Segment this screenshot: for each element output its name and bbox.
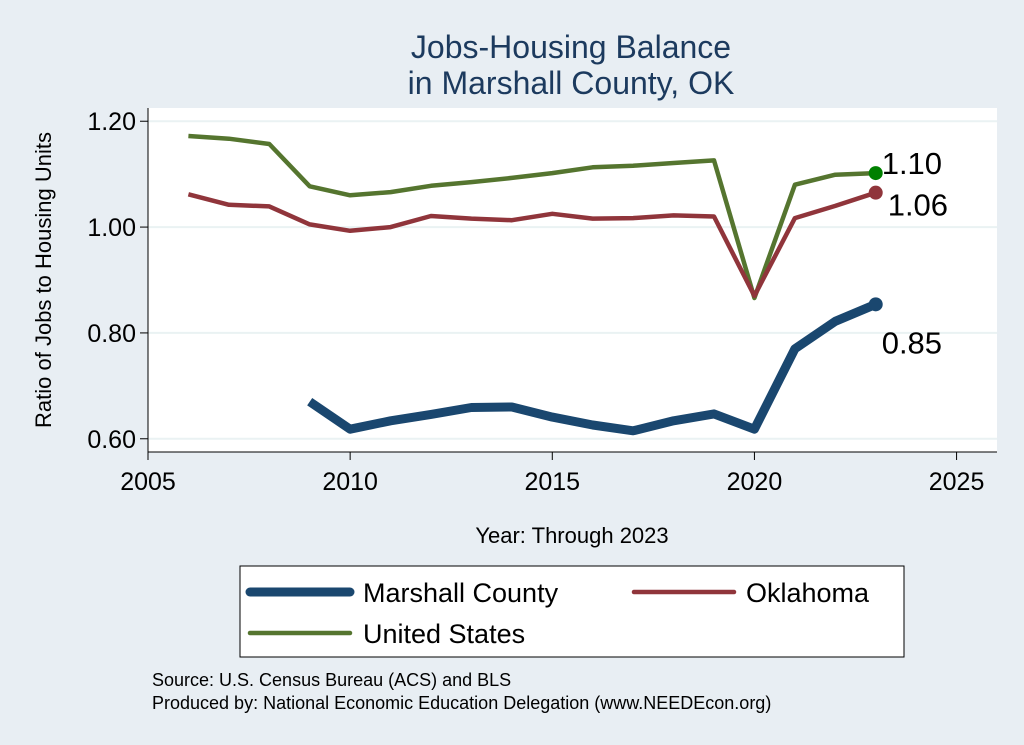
y-axis-title: Ratio of Jobs to Housing Units [31, 132, 56, 428]
y-tick-label: 0.80 [87, 320, 136, 348]
plot-area [148, 108, 997, 452]
x-tick-label: 2025 [929, 468, 985, 496]
legend-label-marshall-county: Marshall County [363, 578, 559, 608]
producer-note: Produced by: National Economic Education… [152, 693, 771, 713]
legend-label-oklahoma: Oklahoma [746, 578, 870, 608]
x-axis-title: Year: Through 2023 [475, 523, 668, 548]
x-tick-label: 2015 [524, 468, 580, 496]
end-label-oklahoma: 1.06 [888, 188, 948, 223]
source-note: Source: U.S. Census Bureau (ACS) and BLS [152, 670, 511, 690]
end-marker-marshall-county [868, 297, 883, 312]
x-tick-label: 2020 [727, 468, 783, 496]
end-marker-oklahoma [868, 185, 883, 200]
y-tick-label: 1.20 [87, 108, 136, 136]
y-tick-label: 1.00 [87, 214, 136, 242]
end-label-united-states: 1.10 [882, 146, 942, 181]
x-tick-label: 2010 [322, 468, 378, 496]
chart-title-line-2: in Marshall County, OK [408, 65, 735, 101]
x-tick-label: 2005 [120, 468, 176, 496]
y-tick-label: 0.60 [87, 426, 136, 454]
end-marker-united-states [868, 166, 883, 181]
end-label-marshall-county: 0.85 [882, 325, 942, 360]
legend-box [239, 565, 905, 658]
chart-title-line-1: Jobs-Housing Balance [411, 29, 731, 65]
legend-label-united-states: United States [363, 619, 525, 649]
legend: Marshall County Oklahoma United States [239, 565, 905, 658]
series-line-marshall-county [307, 300, 878, 436]
series-line-oklahoma [187, 190, 877, 299]
